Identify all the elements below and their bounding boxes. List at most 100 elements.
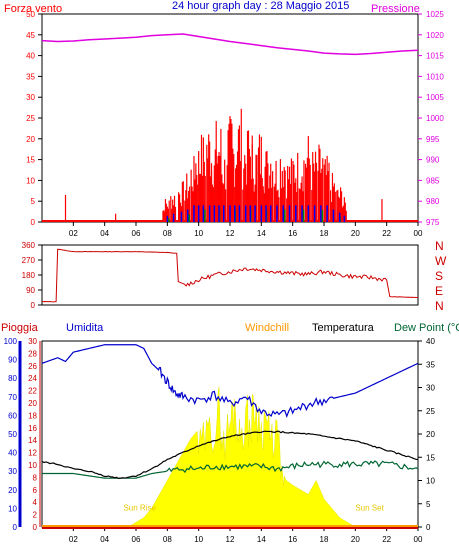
y-tick-label: 180	[22, 271, 36, 280]
y-tick-label: 10	[26, 176, 35, 185]
temp-tick-label: 30	[426, 384, 435, 393]
wind-axis-label: Forza vento	[4, 3, 62, 15]
y-tick-label: 90	[26, 286, 35, 295]
y2-tick-label: 1010	[426, 72, 444, 81]
x-tick-label: 14	[257, 535, 266, 544]
humidity-tick-label: 90	[8, 356, 17, 365]
y-tick-label: 35	[26, 72, 35, 81]
pressure-axis-label: Pressione	[371, 3, 420, 15]
direction-label: N	[435, 239, 444, 253]
direction-line	[41, 248, 419, 303]
x-tick-label: 02	[69, 229, 78, 238]
x-tick-label: 04	[100, 229, 109, 238]
rain-tick-label: 12	[28, 449, 37, 458]
x-tick-label: 12	[226, 229, 235, 238]
y-tick-label: 15	[26, 156, 35, 165]
x-tick-label: 10	[194, 535, 203, 544]
dewpoint-label: Dew Point (°C)	[394, 322, 459, 334]
rain-tick-label: 20	[28, 399, 37, 408]
dewpoint-line	[42, 460, 419, 479]
y-tick-label: 270	[22, 256, 36, 265]
x-tick-label: 02	[69, 535, 78, 544]
humidity-tick-label: 30	[8, 467, 17, 476]
y2-tick-label: 1020	[426, 31, 444, 40]
rain-tick-label: 8	[33, 473, 38, 482]
y2-tick-label: 995	[426, 135, 440, 144]
rain-tick-label: 22	[28, 387, 37, 396]
solar-area	[127, 386, 357, 528]
y2-tick-label: 1000	[426, 114, 444, 123]
y-tick-label: 50	[26, 10, 35, 19]
y-tick-label: 20	[26, 135, 35, 144]
rain-tick-label: 10	[28, 461, 37, 470]
weather-panel: 0102030405060708090100024681012141618202…	[4, 337, 436, 544]
direction-label: E	[435, 284, 443, 298]
humidity-tick-label: 100	[4, 337, 18, 346]
y-tick-label: 0	[31, 218, 36, 227]
x-tick-label: 08	[163, 229, 172, 238]
humidity-axis-label: Umidita	[66, 322, 104, 334]
x-tick-label: 14	[257, 229, 266, 238]
rain-tick-label: 0	[33, 523, 38, 532]
y-tick-label: 45	[26, 31, 35, 40]
direction-label: W	[435, 254, 447, 268]
x-tick-label: 06	[132, 229, 141, 238]
y-tick-label: 30	[26, 93, 35, 102]
x-tick-label: 16	[288, 535, 297, 544]
y-tick-label: 0	[31, 301, 36, 310]
temperature-line	[41, 430, 419, 480]
wind-pressure-panel: 0510152025303540455097598098599099510001…	[26, 10, 444, 238]
temp-tick-label: 40	[426, 337, 435, 346]
windchill-label: Windchill	[245, 322, 289, 334]
rain-tick-label: 14	[28, 436, 37, 445]
rain-tick-label: 26	[28, 362, 37, 371]
x-tick-label: 12	[226, 535, 235, 544]
y2-tick-label: 990	[426, 156, 440, 165]
y-tick-label: 40	[26, 52, 35, 61]
sunset-label: Sun Set	[355, 504, 384, 513]
y-tick-label: 25	[26, 114, 35, 123]
humidity-tick-label: 60	[8, 411, 17, 420]
temp-tick-label: 35	[426, 360, 435, 369]
temp-tick-label: 20	[426, 430, 435, 439]
rain-tick-label: 24	[28, 374, 37, 383]
rain-axis-label: Pioggia	[1, 322, 39, 334]
temp-tick-label: 10	[426, 477, 435, 486]
x-tick-label: 04	[100, 535, 109, 544]
x-tick-label: 06	[132, 535, 141, 544]
y-tick-label: 5	[31, 197, 36, 206]
x-tick-label: 08	[163, 535, 172, 544]
direction-label: S	[435, 269, 443, 283]
x-tick-label: 00	[414, 535, 423, 544]
humidity-tick-label: 10	[8, 504, 17, 513]
temperature-label: Temperatura	[312, 322, 375, 334]
y2-tick-label: 975	[426, 218, 440, 227]
rain-tick-label: 30	[28, 337, 37, 346]
y2-tick-label: 1005	[426, 93, 444, 102]
x-tick-label: 10	[194, 229, 203, 238]
rain-tick-label: 6	[33, 486, 38, 495]
sunrise-label: Sun Rise	[123, 504, 156, 513]
humidity-line	[41, 344, 419, 418]
x-tick-label: 22	[382, 229, 391, 238]
temp-tick-label: 25	[426, 407, 435, 416]
temp-tick-label: 5	[426, 500, 431, 509]
rain-tick-label: 18	[28, 411, 37, 420]
graph-title: 24 hour graph day : 28 Maggio 2015	[172, 0, 349, 12]
x-tick-label: 16	[288, 229, 297, 238]
x-tick-label: 18	[320, 229, 329, 238]
rain-tick-label: 28	[28, 349, 37, 358]
temp-tick-label: 0	[426, 523, 431, 532]
humidity-tick-label: 0	[13, 523, 18, 532]
plot-frame	[41, 244, 419, 306]
humidity-tick-label: 20	[8, 486, 17, 495]
x-tick-label: 20	[351, 229, 360, 238]
x-tick-label: 22	[382, 535, 391, 544]
rain-tick-label: 2	[33, 511, 38, 520]
x-tick-label: 20	[351, 535, 360, 544]
pressure-line	[41, 33, 419, 56]
humidity-tick-label: 40	[8, 449, 17, 458]
humidity-tick-label: 50	[8, 430, 17, 439]
